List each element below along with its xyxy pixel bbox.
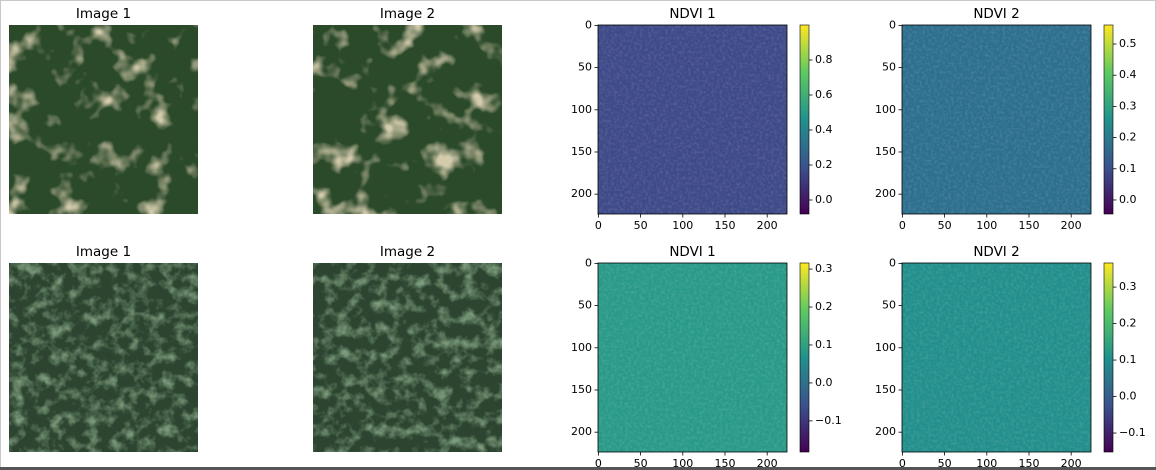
x-tick-label: 50 bbox=[634, 457, 648, 470]
y-tick-label: 50 bbox=[578, 299, 592, 312]
x-tick-label: 50 bbox=[938, 219, 952, 232]
y-tick-label: 0 bbox=[585, 256, 592, 269]
colorbar-tick-label: −0.1 bbox=[815, 414, 842, 427]
x-tick-label: 0 bbox=[595, 457, 602, 470]
colorbar-tick-label: 0.6 bbox=[815, 88, 833, 101]
y-tick-label: 50 bbox=[578, 61, 592, 74]
y-tick-label: 0 bbox=[585, 18, 592, 31]
y-tick-label: 200 bbox=[571, 187, 592, 200]
x-tick-label: 50 bbox=[938, 457, 952, 470]
panel-title: Image 2 bbox=[380, 6, 435, 22]
y-tick-label: 150 bbox=[875, 383, 896, 396]
x-tick-label: 0 bbox=[899, 219, 906, 232]
colorbar-tick-label: 0.3 bbox=[815, 262, 833, 275]
axes-frame bbox=[597, 262, 788, 453]
x-tick-label: 100 bbox=[976, 457, 997, 470]
colorbar-tick-label: 0.2 bbox=[815, 158, 833, 171]
y-tick-label: 150 bbox=[875, 145, 896, 158]
colorbar bbox=[799, 262, 810, 453]
x-tick-label: 150 bbox=[1018, 457, 1039, 470]
x-tick-label: 200 bbox=[1061, 457, 1082, 470]
y-tick-label: 0 bbox=[889, 256, 896, 269]
panel-title: Image 1 bbox=[76, 6, 131, 22]
y-tick-label: 100 bbox=[875, 103, 896, 116]
colorbar-tick-label: 0.2 bbox=[1119, 131, 1137, 144]
colorbar bbox=[799, 24, 810, 215]
x-tick-label: 200 bbox=[757, 219, 778, 232]
satellite-texture bbox=[313, 25, 502, 214]
colorbar-tick-label: 0.1 bbox=[1119, 162, 1137, 175]
colorbar-tick-label: 0.1 bbox=[815, 338, 833, 351]
panel-title: NDVI 2 bbox=[973, 6, 1019, 22]
y-tick-label: 0 bbox=[889, 18, 896, 31]
colorbar-tick-label: 0.4 bbox=[815, 123, 833, 136]
colorbar-tick-label: −0.1 bbox=[1119, 426, 1146, 439]
satellite-texture bbox=[9, 25, 198, 214]
colorbar bbox=[1103, 24, 1114, 215]
y-tick-label: 100 bbox=[875, 341, 896, 354]
panel-title: NDVI 2 bbox=[973, 244, 1019, 260]
y-tick-label: 150 bbox=[571, 145, 592, 158]
axes-frame bbox=[597, 24, 788, 215]
colorbar-tick-label: 0.0 bbox=[815, 376, 833, 389]
y-tick-label: 100 bbox=[571, 103, 592, 116]
colorbar-tick-label: 0.3 bbox=[1119, 99, 1137, 112]
y-tick-label: 50 bbox=[882, 61, 896, 74]
colorbar-tick-label: 0.2 bbox=[1119, 317, 1137, 330]
x-tick-label: 100 bbox=[672, 457, 693, 470]
x-tick-label: 150 bbox=[714, 219, 735, 232]
x-tick-label: 200 bbox=[757, 457, 778, 470]
y-tick-label: 200 bbox=[875, 425, 896, 438]
heatmap-texture bbox=[598, 263, 787, 452]
colorbar-tick-label: 0.0 bbox=[815, 193, 833, 206]
heatmap-texture bbox=[598, 25, 787, 214]
colorbar-tick-label: 0.2 bbox=[815, 300, 833, 313]
axes-frame bbox=[901, 262, 1092, 453]
heatmap-texture bbox=[902, 263, 1091, 452]
x-tick-label: 200 bbox=[1061, 219, 1082, 232]
colorbar-tick-label: 0.8 bbox=[815, 53, 833, 66]
colorbar-tick-label: 0.0 bbox=[1119, 390, 1137, 403]
panel-title: Image 2 bbox=[380, 244, 435, 260]
panel-title: NDVI 1 bbox=[669, 244, 715, 260]
y-tick-label: 50 bbox=[882, 299, 896, 312]
x-tick-label: 0 bbox=[899, 457, 906, 470]
x-tick-label: 100 bbox=[672, 219, 693, 232]
y-tick-label: 100 bbox=[571, 341, 592, 354]
colorbar bbox=[1103, 262, 1114, 453]
x-tick-label: 150 bbox=[714, 457, 735, 470]
panel-title: NDVI 1 bbox=[669, 6, 715, 22]
x-tick-label: 0 bbox=[595, 219, 602, 232]
satellite-texture bbox=[313, 263, 502, 452]
colorbar-tick-label: 0.1 bbox=[1119, 353, 1137, 366]
colorbar-tick-label: 0.4 bbox=[1119, 68, 1137, 81]
axes-frame bbox=[901, 24, 1092, 215]
satellite-texture bbox=[9, 263, 198, 452]
x-tick-label: 150 bbox=[1018, 219, 1039, 232]
y-tick-label: 200 bbox=[875, 187, 896, 200]
colorbar-tick-label: 0.5 bbox=[1119, 37, 1137, 50]
colorbar-tick-label: 0.0 bbox=[1119, 193, 1137, 206]
colorbar-tick-label: 0.3 bbox=[1119, 280, 1137, 293]
x-tick-label: 100 bbox=[976, 219, 997, 232]
y-tick-label: 200 bbox=[571, 425, 592, 438]
panel-title: Image 1 bbox=[76, 244, 131, 260]
heatmap-texture bbox=[902, 25, 1091, 214]
y-tick-label: 150 bbox=[571, 383, 592, 396]
x-tick-label: 50 bbox=[634, 219, 648, 232]
